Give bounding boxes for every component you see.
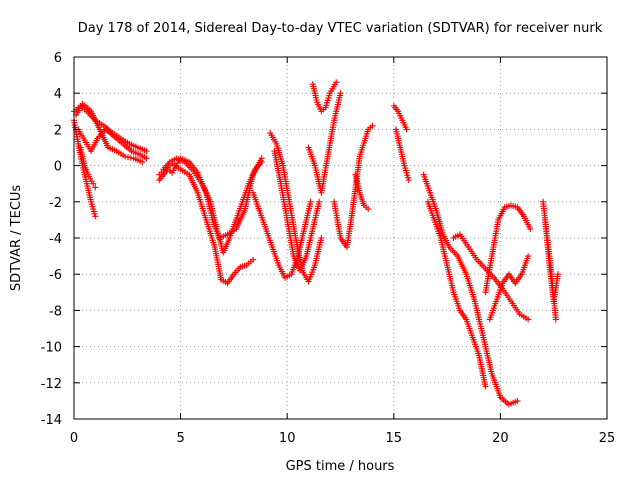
series-arc5 (77, 144, 99, 191)
data-point (307, 198, 314, 205)
x-tick-label: 0 (70, 431, 78, 446)
series-arc24 (542, 216, 561, 305)
x-tick-label: 5 (176, 431, 184, 446)
data-point (250, 256, 257, 263)
series-arc13 (309, 79, 340, 115)
data-point (514, 397, 521, 404)
x-tick-label: 20 (492, 431, 509, 446)
data-point (403, 126, 410, 133)
x-tick-label: 10 (279, 431, 296, 446)
y-tick-label: -14 (41, 413, 62, 428)
y-tick-label: -2 (49, 196, 62, 211)
series-arc10 (271, 148, 323, 274)
series-arc2 (73, 101, 146, 165)
series-arc18 (420, 171, 521, 408)
series-arc4 (71, 117, 99, 220)
tick-marks (73, 56, 608, 420)
series-arc1 (71, 102, 150, 155)
y-tick-labels: 6 4 2 0 -2 -4 -6 -8 -10 -12 -14 (41, 51, 62, 428)
series-arc15 (352, 171, 372, 213)
series-arc3 (75, 126, 150, 162)
x-tick-label: 15 (386, 431, 403, 446)
data-point (482, 383, 489, 390)
series-arc11 (250, 189, 314, 281)
y-tick-label: -12 (41, 377, 62, 392)
series-arc19 (424, 198, 489, 390)
data-point (122, 153, 129, 160)
y-tick-label: -10 (41, 341, 62, 356)
y-tick-label: -6 (49, 268, 62, 283)
y-tick-label: -8 (49, 304, 62, 319)
series-arc21 (482, 202, 534, 296)
series-arc12 (305, 90, 344, 196)
data-point (318, 235, 325, 241)
data-point (333, 79, 340, 86)
x-tick-labels: 0 5 10 15 20 25 (70, 431, 615, 446)
data-point (139, 158, 146, 165)
data-point (143, 148, 150, 155)
series-arc17 (392, 126, 412, 184)
series-arc16 (390, 102, 410, 133)
data-point (525, 253, 532, 260)
series-arc14 (331, 122, 376, 251)
y-tick-label: 0 (54, 160, 62, 175)
series-arc9 (267, 130, 325, 285)
y-tick-label: 6 (54, 51, 62, 66)
data-point (258, 158, 265, 165)
series-arc7 (156, 160, 257, 287)
series-arc20 (450, 231, 532, 323)
data-point (316, 198, 323, 205)
data-point (125, 154, 132, 161)
data-point (92, 184, 99, 191)
data-point (90, 180, 97, 187)
series-arc22 (486, 253, 532, 323)
grid (74, 57, 607, 419)
data-point (369, 122, 376, 129)
y-tick-label: 2 (54, 123, 62, 138)
data-point (552, 316, 559, 323)
y-axis-label: SDTVAR / TECUs (9, 185, 24, 292)
y-tick-label: 4 (54, 87, 62, 102)
data-point (143, 155, 150, 162)
chart-title: Day 178 of 2014, Sidereal Day-to-day VTE… (78, 21, 603, 36)
data-point (365, 206, 372, 213)
x-tick-label: 25 (599, 431, 616, 446)
y-tick-label: -4 (49, 232, 62, 247)
data-point (525, 316, 532, 323)
data-point (92, 213, 99, 220)
data-point (337, 90, 344, 97)
x-axis-label: GPS time / hours (286, 459, 395, 474)
data-series (71, 79, 561, 408)
data-point (405, 177, 412, 184)
data-point (527, 225, 534, 232)
series-arc8 (160, 155, 265, 256)
data-point (554, 271, 561, 278)
data-point (127, 154, 134, 161)
